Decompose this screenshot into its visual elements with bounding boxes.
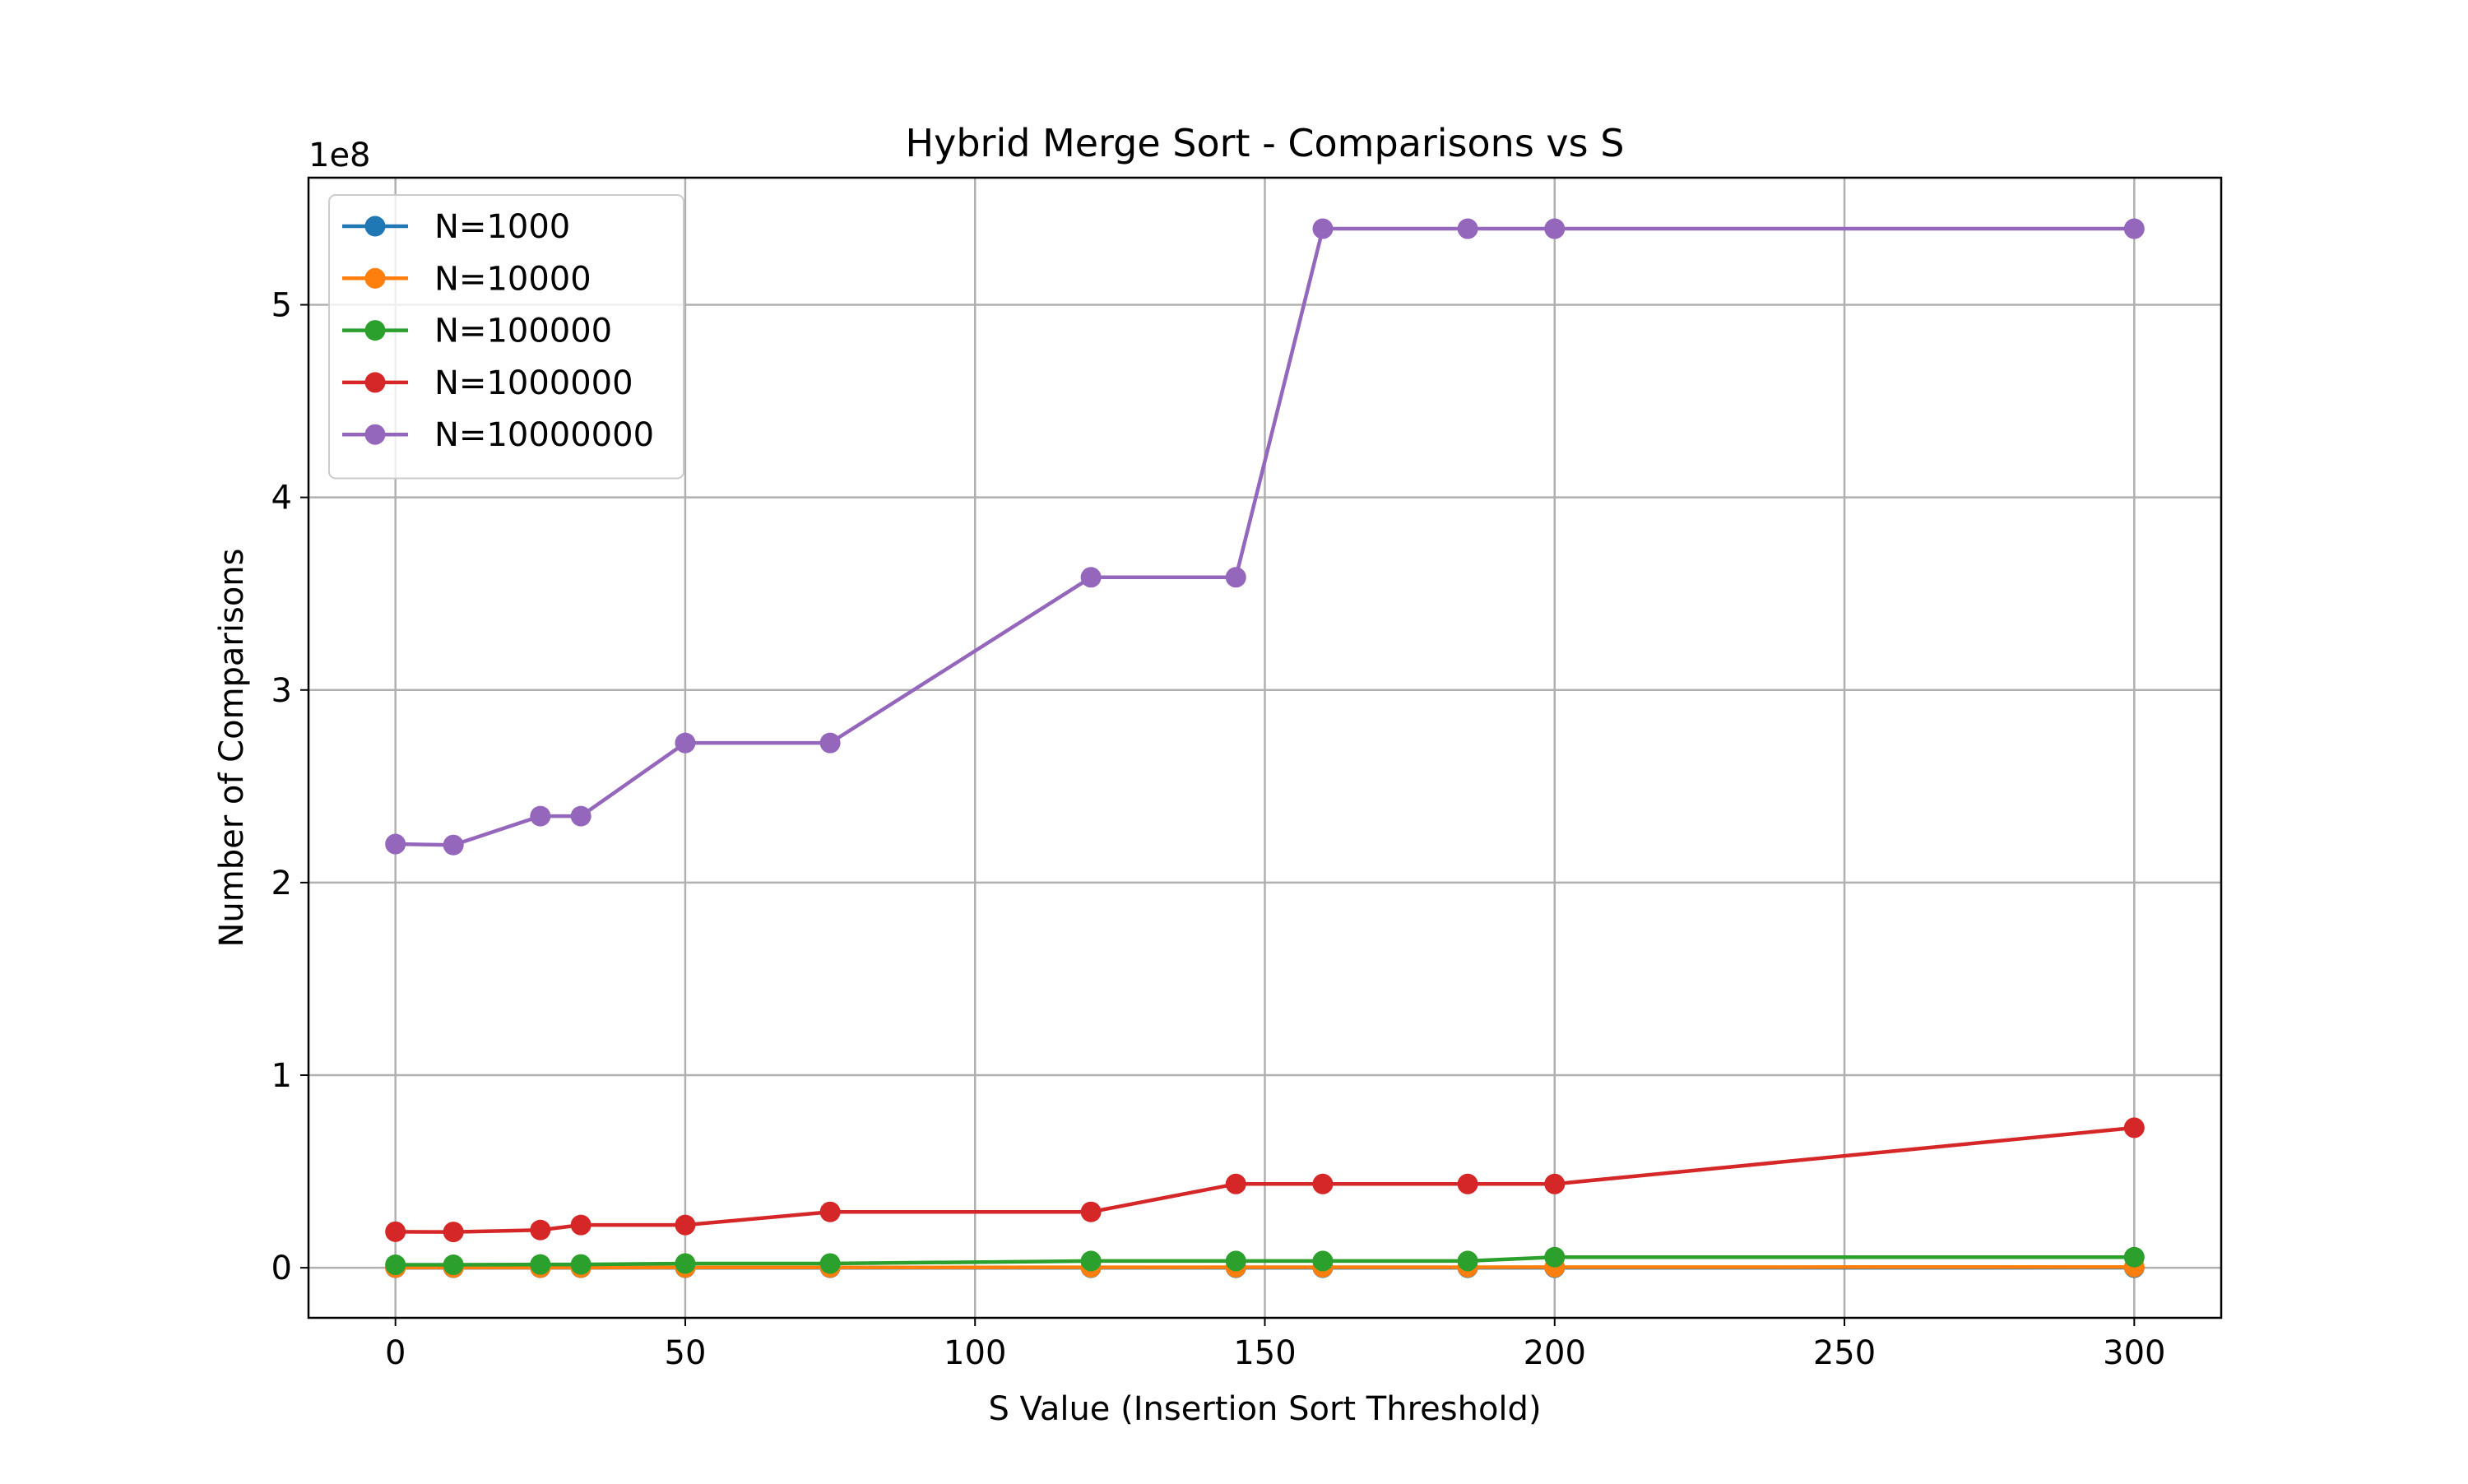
data-point <box>1226 1174 1246 1194</box>
data-point <box>571 1215 591 1236</box>
data-point <box>1312 1174 1333 1194</box>
data-point <box>530 1220 550 1241</box>
data-point <box>1458 1174 1478 1194</box>
legend: N=1000 N=10000 N=100000 N=1000000 N=10000000 <box>329 195 684 479</box>
legend-marker <box>365 424 386 445</box>
data-point <box>820 1202 841 1222</box>
y-tick-label: 4 <box>271 480 292 517</box>
legend-marker <box>365 216 386 237</box>
data-point <box>1081 1250 1102 1271</box>
y-tick-label: 3 <box>271 672 292 710</box>
legend-label: N=1000 <box>434 208 570 246</box>
y-tick-label: 2 <box>271 865 292 902</box>
data-point <box>820 733 841 754</box>
data-point <box>1544 1247 1565 1268</box>
data-point <box>1081 1202 1102 1222</box>
data-point <box>2124 219 2145 239</box>
data-point <box>571 806 591 827</box>
data-point <box>443 835 464 856</box>
data-point <box>385 834 406 855</box>
data-point <box>2124 1247 2145 1268</box>
legend-label: N=1000000 <box>434 364 633 402</box>
data-point <box>1226 1250 1246 1271</box>
data-point <box>2124 1117 2145 1138</box>
data-point <box>530 806 550 827</box>
data-point <box>675 733 695 754</box>
x-tick-label: 50 <box>665 1334 707 1372</box>
legend-label: N=10000 <box>434 260 591 298</box>
data-point <box>820 1253 841 1273</box>
y-axis-offset-label: 1e8 <box>308 137 371 174</box>
data-point <box>1312 219 1333 239</box>
data-point <box>443 1222 464 1242</box>
data-point <box>385 1254 406 1275</box>
data-point <box>571 1254 591 1275</box>
data-point <box>443 1254 464 1275</box>
x-tick-label: 0 <box>385 1334 406 1372</box>
y-tick-label: 0 <box>271 1250 292 1287</box>
data-point <box>530 1254 550 1275</box>
x-tick-label: 300 <box>2103 1334 2165 1372</box>
x-tick-label: 200 <box>1524 1334 1586 1372</box>
x-tick-label: 100 <box>944 1334 1006 1372</box>
y-axis-label: Number of Comparisons <box>213 549 251 948</box>
x-tick-label: 150 <box>1233 1334 1296 1372</box>
data-point <box>675 1253 695 1273</box>
data-point <box>1458 219 1478 239</box>
data-point <box>1312 1250 1333 1271</box>
data-point <box>1458 1250 1478 1271</box>
data-point <box>1226 567 1246 587</box>
legend-marker <box>365 268 386 289</box>
y-tick-label: 1 <box>271 1057 292 1095</box>
x-axis-label: S Value (Insertion Sort Threshold) <box>988 1390 1541 1428</box>
data-point <box>1544 219 1565 239</box>
y-tick-label: 5 <box>271 287 292 325</box>
data-point <box>1081 567 1102 587</box>
legend-marker <box>365 372 386 392</box>
x-tick-label: 250 <box>1813 1334 1876 1372</box>
legend-marker <box>365 320 386 341</box>
data-point <box>385 1222 406 1242</box>
legend-label: N=100000 <box>434 313 612 350</box>
chart-title: Hybrid Merge Sort - Comparisons vs S <box>906 121 1625 165</box>
data-point <box>1544 1174 1565 1194</box>
data-point <box>675 1215 695 1236</box>
legend-label: N=10000000 <box>434 416 654 454</box>
series-line <box>396 1267 2135 1268</box>
